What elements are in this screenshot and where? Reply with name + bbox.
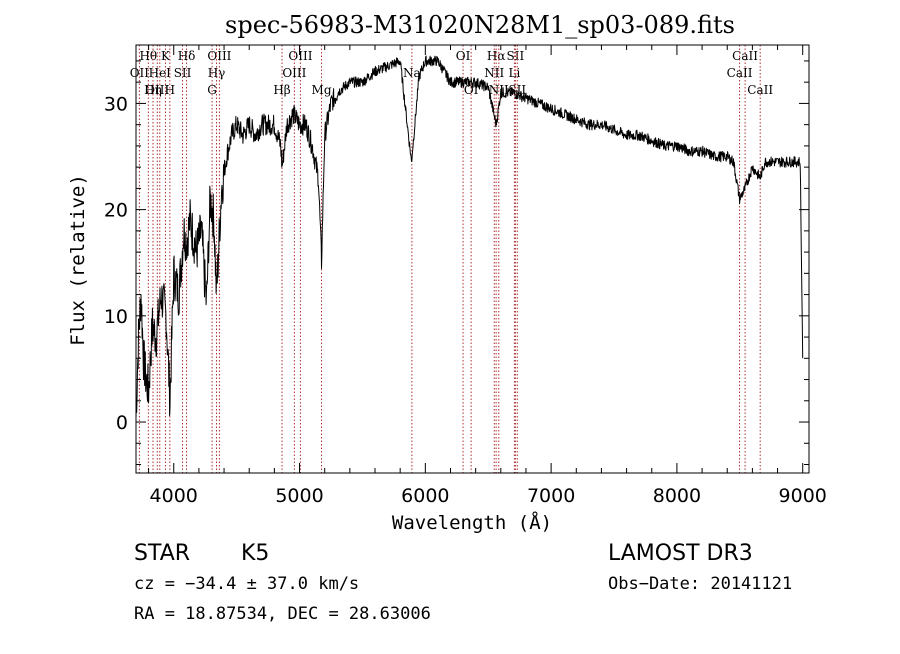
marker-label-4: HeI [149, 66, 172, 80]
marker-label-19: Hα [487, 49, 506, 63]
y-axis-label: Flux (relative) [67, 174, 89, 346]
object-subclass: K5 [241, 541, 269, 566]
x-tick-label-2: 6000 [401, 485, 449, 507]
x-tick-label-5: 9000 [779, 485, 827, 507]
x-tick-label-4: 8000 [653, 485, 701, 507]
marker-label-22: Li [508, 66, 520, 80]
chart-title: spec-56983-M31020N28M1_sp03-089.fits [225, 11, 735, 39]
marker-label-23: NII [489, 83, 509, 97]
x-tick-label-3: 7000 [527, 485, 575, 507]
marker-label-1: OII [130, 66, 150, 80]
marker-label-9: OIII [207, 49, 231, 63]
y-tick-label-3: 30 [104, 93, 128, 115]
marker-label-14: OIII [282, 66, 306, 80]
marker-label-7: H [165, 83, 175, 97]
emission-line-markers: Hθ OII OIII K HeI Hη SII H Hδ OIII Hγ G Hβ OIII OIII Mg… [130, 45, 773, 473]
marker-label-27: CaII [747, 83, 773, 97]
spectrum-line [135, 55, 804, 418]
y-tick-label-1: 10 [104, 306, 128, 328]
y-tick-label-2: 20 [104, 200, 128, 222]
marker-label-2: OIII [145, 83, 169, 97]
y-axis-ticks: 0 10 20 30 [104, 60, 809, 466]
marker-label-15: Mg [312, 83, 332, 97]
x-tick-label-1: 5000 [275, 485, 323, 507]
marker-label-17: OI [456, 49, 471, 63]
redshift-readout: cz = −34.4 ± 37.0 km/s [134, 574, 359, 594]
marker-label-10: Hγ [208, 66, 226, 80]
marker-label-6: SII [174, 66, 192, 80]
coordinates-readout: RA = 18.87534, DEC = 28.63006 [134, 604, 431, 624]
plot-frame [135, 44, 810, 474]
x-axis-ticks: 4000 5000 6000 7000 8000 9000 [148, 45, 827, 507]
x-axis-label: Wavelength (Å) [392, 511, 552, 534]
object-class: STAR [134, 541, 190, 566]
spectrum-series [135, 55, 804, 418]
marker-label-21: NII [484, 66, 504, 80]
marker-label-5: Hη [144, 83, 162, 97]
marker-label-8: Hδ [178, 49, 196, 63]
marker-label-13: OIII [288, 49, 312, 63]
x-tick-label-0: 4000 [150, 485, 198, 507]
marker-label-11: G [207, 83, 217, 97]
marker-label-20: SII [507, 49, 525, 63]
marker-label-25: CaII [732, 49, 758, 63]
y-tick-label-0: 0 [116, 412, 128, 434]
marker-label-26: CaII [727, 66, 753, 80]
marker-label-3: K [161, 49, 171, 63]
marker-label-12: Hβ [273, 83, 290, 97]
marker-label-16: Na [403, 66, 421, 80]
survey-name: LAMOST DR3 [608, 541, 753, 566]
observation-date: Obs−Date: 20141121 [608, 574, 792, 594]
marker-label-0: Hθ [139, 49, 157, 63]
